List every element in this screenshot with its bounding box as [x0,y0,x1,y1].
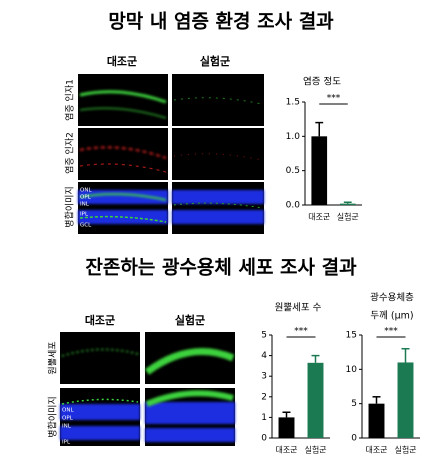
column-label: 대조군 [85,313,115,327]
row-label: 병합이미지 [48,396,59,437]
y-tick-label: 3 [261,372,267,382]
bar [339,203,356,205]
y-tick-label: 5 [261,331,267,341]
layer-label: INL [62,424,72,430]
row-label: 염증 인자1 [65,79,76,121]
y-tick-label: 2 [261,392,267,402]
column-label: 실험군 [175,313,205,327]
y-tick-label: 0.5 [286,166,300,176]
x-tick-label: 실험군 [337,212,359,222]
y-tick-label: 5 [351,399,357,409]
chart-title: 광수용체층 [370,292,414,304]
row-label: 염증 인자2 [65,132,76,174]
section-title: 망막 내 염증 환경 조사 결과 [108,11,334,33]
y-tick-label: 1.0 [286,132,301,142]
y-tick-label: 0 [351,434,357,444]
y-tick-label: 15 [346,331,357,341]
layer-label: GCL [80,223,92,229]
bar [397,362,414,438]
bar [278,417,295,438]
row-label: 병합이미지 [65,186,76,227]
bar [307,362,324,438]
bar [311,136,328,205]
layer-label: IPL [80,212,89,218]
chart-title: 염증 정도 [303,77,341,88]
layer-label: OPL [80,195,92,201]
section-title: 잔존하는 광수용체 세포 조사 결과 [85,257,357,279]
x-tick-label: 실험군 [394,445,416,455]
layer-label: ONL [80,188,92,194]
y-tick-label: 0.0 [286,201,301,211]
y-tick-label: 10 [346,365,358,375]
chart-subtitle: 두께 (μm) [370,311,413,322]
row-label: 원뿔세포 [48,341,59,374]
x-tick-label: 대조군 [275,446,297,455]
column-label: 대조군 [107,54,137,68]
y-tick-label: 0 [261,434,267,444]
micrographs [60,74,264,446]
significance-label: *** [294,327,308,337]
significance-label: *** [327,94,341,104]
y-tick-label: 1 [261,413,267,423]
y-tick-label: 1.5 [286,98,300,108]
bar [368,403,385,438]
x-tick-label: 대조군 [308,213,330,222]
layer-label: OPL [62,416,74,422]
layer-label: IPL [62,440,71,446]
x-tick-label: 실험군 [304,445,326,455]
x-tick-label: 대조군 [365,446,387,455]
y-tick-label: 4 [261,351,267,361]
layer-label: ONL [62,408,74,414]
column-label: 실험군 [200,54,230,68]
significance-label: *** [384,327,398,337]
chart-title: 원뿔세포 수 [275,303,322,314]
layer-label: INL [80,202,90,208]
